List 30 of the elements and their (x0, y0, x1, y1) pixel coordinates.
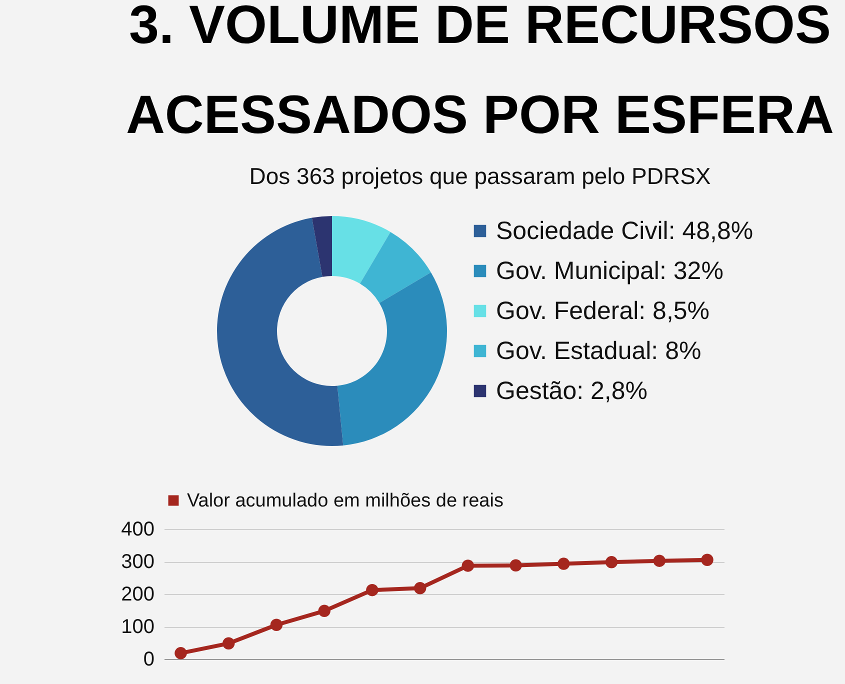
y-tick-label: 400 (121, 518, 154, 540)
chart-subtitle: Dos 363 projetos que passaram pelo PDRSX (249, 163, 711, 189)
donut-slice (337, 272, 447, 446)
y-tick-label: 0 (143, 648, 154, 670)
point (222, 637, 235, 650)
y-tick-label: 300 (121, 551, 154, 573)
y-tick-label: 200 (121, 584, 154, 606)
point (318, 604, 330, 618)
point (701, 554, 714, 566)
legend-label: Valor acumulado em milhões de reais (187, 490, 504, 512)
point (270, 618, 283, 631)
point (366, 584, 378, 596)
point (510, 559, 522, 572)
chart-title: 3. VOLUME DE RECURSOS ACESSADOS POR ESFERA (126, 0, 834, 145)
donut-slice (312, 216, 332, 277)
donut-slice (217, 218, 344, 446)
legend-label: Sociedade Civil: 48,8% (496, 217, 754, 245)
point (462, 560, 474, 572)
point (414, 582, 426, 594)
legend-label: Gov. Estadual: 8% (496, 337, 702, 365)
y-tick-label: 100 (121, 616, 154, 638)
donut-slice (360, 232, 431, 303)
legend-label: Gov. Federal: 8,5% (496, 297, 710, 325)
point (174, 647, 187, 660)
donut-slice (332, 216, 390, 284)
point (653, 554, 666, 567)
point (605, 556, 618, 568)
legend-label: Gov. Municipal: 32% (496, 257, 724, 285)
point (558, 558, 570, 570)
legend-label: Gestão: 2,8% (496, 377, 648, 405)
